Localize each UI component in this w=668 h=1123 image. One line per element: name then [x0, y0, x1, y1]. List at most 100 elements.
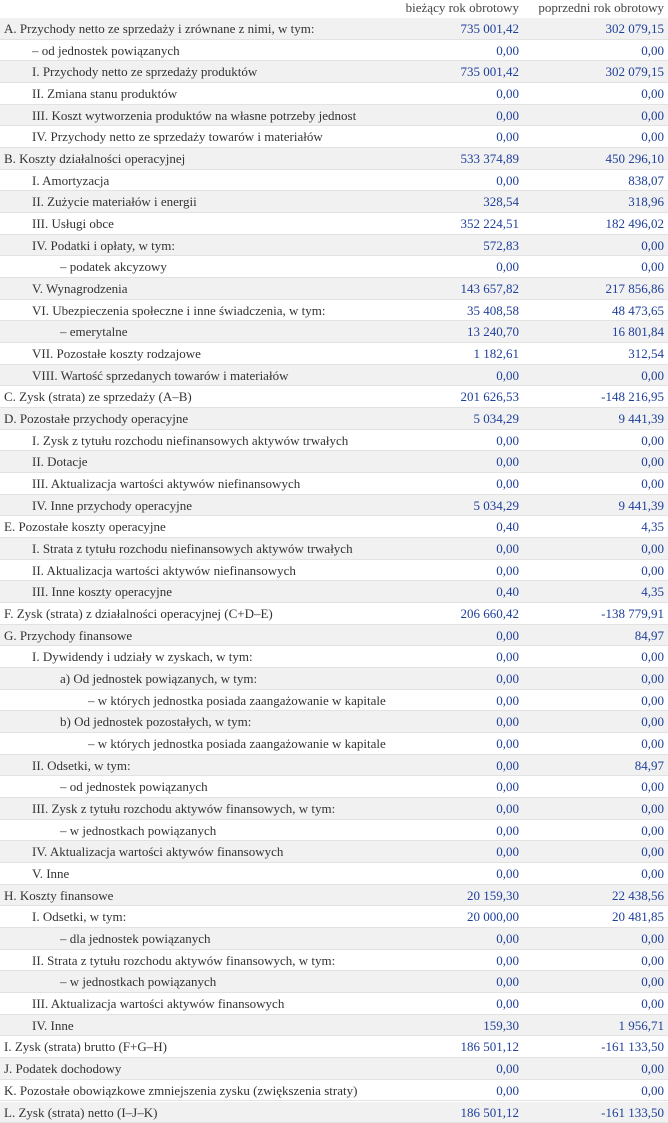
- current-year-value: 0,00: [496, 1061, 519, 1077]
- table-row: III. Zysk z tytułu rozchodu aktywów fina…: [0, 798, 668, 820]
- table-row: C. Zysk (strata) ze sprzedaży (A–B) 201 6…: [0, 386, 668, 409]
- table-row: II. Aktualizacja wartości aktywów niefin…: [0, 560, 668, 582]
- table-row: II. Zużycie materiałów i energii 328,54 31…: [0, 191, 668, 214]
- table-row: b) Od jednostek pozostałych, w tym: 0,00 0…: [0, 711, 668, 734]
- previous-year-value: 0,00: [641, 692, 664, 708]
- current-year-value: 0,00: [496, 952, 519, 968]
- current-year-value: 0,00: [496, 671, 519, 687]
- current-year-value: 35 408,58: [467, 302, 519, 318]
- current-year-value: 0,00: [496, 42, 519, 58]
- row-label: – w jednostkach powiązanych: [60, 974, 217, 990]
- row-label: I. Dywidendy i udziały w zyskach, w tym:: [32, 649, 253, 665]
- previous-year-value: 22 438,56: [612, 887, 664, 903]
- previous-year-value: 302 079,15: [605, 21, 665, 36]
- current-year-value: 0,40: [496, 584, 519, 600]
- row-label: – w jednostkach powiązanych: [60, 822, 217, 838]
- previous-year-value: 0,00: [641, 432, 664, 448]
- previous-year-value: 84,97: [634, 627, 664, 643]
- row-label: D. Pozostałe przychody operacyjne: [4, 411, 189, 427]
- previous-year-value: 0,00: [641, 801, 664, 817]
- row-label: V. Inne: [32, 866, 70, 882]
- previous-year-value: -138 779,91: [601, 606, 664, 622]
- current-year-value: 186 501,12: [460, 1104, 520, 1120]
- row-label: B. Koszty działalności operacyjnej: [4, 151, 186, 167]
- row-label: IV. Inne przychody operacyjne: [32, 497, 193, 513]
- table-row: – dla jednostek powiązanych 0,00 0,00: [0, 928, 668, 950]
- table-row: – emerytalne 13 240,70 16 801,84: [0, 321, 668, 344]
- current-year-value: 13 240,70: [467, 324, 519, 340]
- current-year-value: 0,00: [496, 86, 519, 101]
- table-row: L. Zysk (strata) netto (I–J–K) 186 501,12…: [0, 1101, 668, 1123]
- table-row: III. Inne koszty operacyjne 0,40 4,35: [0, 581, 668, 604]
- previous-year-value: 0,00: [641, 822, 664, 838]
- current-year-value: 0,00: [496, 107, 519, 123]
- table-row: III. Usługi obce 352 224,51 182 496,02: [0, 213, 668, 235]
- current-year-value: 206 660,42: [460, 606, 520, 622]
- previous-year-value: 0,00: [641, 779, 664, 795]
- table-row: I. Odsetki, w tym: 20 000,00 20 481,85: [0, 906, 668, 929]
- current-year-value: 0,00: [496, 779, 519, 795]
- previous-year-value: 0,00: [641, 541, 664, 557]
- table-row: II. Dotacje 0,00 0,00: [0, 451, 668, 474]
- row-label: II. Odsetki, w tym:: [32, 757, 131, 773]
- table-row: V. Wynagrodzenia 143 657,82 217 856,86: [0, 278, 668, 300]
- table-row: IV. Przychody netto ze sprzedaży towarów…: [0, 126, 668, 148]
- previous-year-value: 0,00: [641, 671, 664, 687]
- current-year-value: 0,00: [496, 649, 519, 665]
- table-row: II. Odsetki, w tym: 0,00 84,97: [0, 754, 668, 777]
- row-label: – emerytalne: [60, 324, 128, 340]
- row-label: III. Aktualizacja wartości aktywów niefi…: [32, 476, 301, 492]
- table-row: IV. Podatki i opłaty, w tym: 572,83 0,00: [0, 234, 668, 257]
- current-year-value: 0,00: [496, 692, 519, 708]
- column-header: poprzedni rok obrotowy: [538, 0, 664, 15]
- table-row: – w których jednostka posiada zaangażowa…: [0, 733, 668, 755]
- previous-year-value: 0,00: [641, 736, 664, 752]
- current-year-value: 0,00: [496, 866, 519, 882]
- previous-year-value: 182 496,02: [605, 216, 665, 232]
- row-label: F. Zysk (strata) z działalności operacyj…: [4, 606, 273, 622]
- row-label: – dla jednostek powiązanych: [60, 931, 211, 947]
- table-row: B. Koszty działalności operacyjnej 533 37…: [0, 148, 668, 170]
- row-label: H. Koszty finansowe: [4, 887, 114, 903]
- table-row: A. Przychody netto ze sprzedaży i zrówna…: [0, 18, 668, 40]
- row-label: II. Dotacje: [32, 454, 88, 470]
- previous-year-value: 312,54: [628, 346, 664, 362]
- current-year-value: 143 657,82: [460, 281, 520, 297]
- current-year-value: 328,54: [483, 194, 519, 210]
- row-label: A. Przychody netto ze sprzedaży i zrówna…: [4, 21, 315, 36]
- table-row: III. Aktualizacja wartości aktywów niefi…: [0, 473, 668, 495]
- previous-year-value: 0,00: [641, 237, 664, 253]
- previous-year-value: 0,00: [641, 86, 664, 101]
- previous-year-value: 0,00: [641, 931, 664, 947]
- previous-year-value: -161 133,50: [601, 1104, 664, 1120]
- row-label: – od jednostek powiązanych: [32, 42, 180, 58]
- previous-year-value: 0,00: [641, 562, 664, 578]
- previous-year-value: 318,96: [628, 194, 664, 210]
- previous-year-value: 0,00: [641, 129, 664, 145]
- table-row: I. Zysk (strata) brutto (F+G–H) 186 501,1…: [0, 1036, 668, 1059]
- current-year-value: 0,00: [496, 627, 519, 643]
- row-label: VII. Pozostałe koszty rodzajowe: [32, 346, 201, 362]
- table-row: I. Amortyzacja 0,00 838,07: [0, 170, 668, 192]
- row-label: a) Od jednostek powiązanych, w tym:: [60, 671, 258, 687]
- previous-year-value: 0,00: [641, 974, 664, 990]
- previous-year-value: 0,00: [641, 1082, 664, 1098]
- current-year-value: 0,00: [496, 172, 519, 188]
- previous-year-value: 0,00: [641, 367, 664, 383]
- table-row: VII. Pozostałe koszty rodzajowe 1 182,61 3…: [0, 343, 668, 365]
- previous-year-value: 0,00: [641, 42, 664, 58]
- current-year-value: 0,00: [496, 129, 519, 145]
- table-row: III. Aktualizacja wartości aktywów finan…: [0, 993, 668, 1015]
- current-year-value: 5 034,29: [473, 411, 520, 427]
- row-label: – w których jednostka posiada zaangażowa…: [88, 692, 386, 708]
- table-row: K. Pozostałe obowiązkowe zmniejszenia zy…: [0, 1080, 668, 1102]
- row-label: VIII. Wartość sprzedanych towarów i mate…: [32, 367, 289, 383]
- current-year-value: 735 001,42: [460, 64, 520, 80]
- table-row: I. Strata z tytułu rozchodu niefinansowy…: [0, 538, 668, 560]
- previous-year-value: 1 956,71: [618, 1017, 665, 1033]
- current-year-value: 0,00: [496, 736, 519, 752]
- table-row: D. Pozostałe przychody operacyjne 5 034,2…: [0, 408, 668, 430]
- current-year-value: 352 224,51: [460, 216, 520, 232]
- row-label: V. Wynagrodzenia: [32, 281, 128, 297]
- table-row: I. Przychody netto ze sprzedaży produktó…: [0, 61, 668, 83]
